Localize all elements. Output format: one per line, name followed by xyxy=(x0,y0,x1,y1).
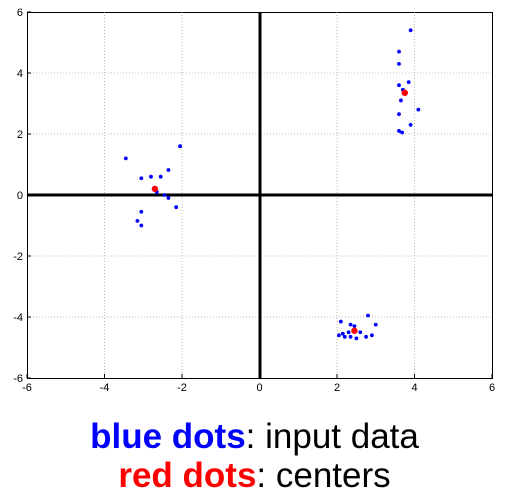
scatter-plot: -6 -4 -2 0 2 4 6 6 4 2 0 -2 -4 -6 xyxy=(13,7,495,394)
input-data-point xyxy=(397,49,401,54)
y-tick-label: 0 xyxy=(17,190,23,202)
input-data-point xyxy=(354,336,359,341)
legend-blue-caption: blue dots: input data xyxy=(0,418,509,456)
input-data-point xyxy=(348,334,353,339)
center-point xyxy=(401,89,409,97)
input-data-point xyxy=(139,176,144,181)
x-tick-label: 2 xyxy=(334,382,340,394)
x-tick-label: -6 xyxy=(22,382,32,394)
input-data-point xyxy=(399,98,403,103)
x-tick-label: 6 xyxy=(489,382,495,394)
y-tick-label: 4 xyxy=(17,68,23,80)
x-tick-label: 4 xyxy=(411,382,417,394)
center-point xyxy=(351,327,358,334)
x-tick-label: -2 xyxy=(177,382,187,394)
input-data-point xyxy=(408,28,413,33)
input-data-point xyxy=(342,334,347,339)
input-data-point xyxy=(139,209,144,214)
input-data-point xyxy=(397,61,401,66)
input-data-point xyxy=(366,313,370,318)
input-data-point xyxy=(338,319,343,324)
y-tick-label: -4 xyxy=(13,312,23,324)
input-data-point xyxy=(397,129,401,133)
input-data-point xyxy=(340,331,345,336)
y-tick-label: -2 xyxy=(13,251,23,263)
input-data-point xyxy=(123,156,128,161)
input-data-point xyxy=(135,219,140,223)
input-data-point xyxy=(346,330,351,335)
input-data-point xyxy=(166,168,171,172)
blue-dots-description: : input data xyxy=(245,417,419,456)
input-data-point xyxy=(348,322,353,327)
input-data-point xyxy=(397,112,401,117)
legend-red-caption: red dots: centers xyxy=(0,457,509,495)
input-data-point xyxy=(373,322,378,327)
input-data-point xyxy=(139,223,144,228)
input-data-point xyxy=(352,324,357,329)
y-tick-labels: 6 4 2 0 -2 -4 -6 xyxy=(13,7,31,385)
input-data-point xyxy=(364,334,368,339)
input-data-point xyxy=(158,174,163,179)
y-tick-label: 6 xyxy=(17,7,23,19)
input-data-point xyxy=(149,174,153,179)
blue-dots-label: blue dots xyxy=(90,417,246,456)
input-data-point xyxy=(369,333,374,338)
x-tick-label: 0 xyxy=(256,382,262,394)
red-dots-description: : centers xyxy=(256,456,391,495)
x-tick-labels: -6 -4 -2 0 2 4 6 xyxy=(22,374,495,394)
input-data-point xyxy=(397,83,401,88)
input-data-point xyxy=(416,107,421,112)
input-data-point xyxy=(337,333,341,338)
data-points xyxy=(123,28,421,341)
y-tick-label: 2 xyxy=(17,129,23,141)
input-data-point xyxy=(408,122,413,127)
red-dots-label: red dots xyxy=(118,456,257,495)
input-data-point xyxy=(400,130,404,135)
input-data-point xyxy=(178,144,182,149)
input-data-point xyxy=(166,196,171,200)
input-data-point xyxy=(406,80,411,85)
input-data-point xyxy=(162,193,167,197)
input-data-point xyxy=(358,330,363,335)
y-tick-label: -6 xyxy=(13,373,23,385)
center-point xyxy=(151,185,159,193)
input-data-point xyxy=(174,205,179,210)
x-tick-label: -4 xyxy=(100,382,110,394)
